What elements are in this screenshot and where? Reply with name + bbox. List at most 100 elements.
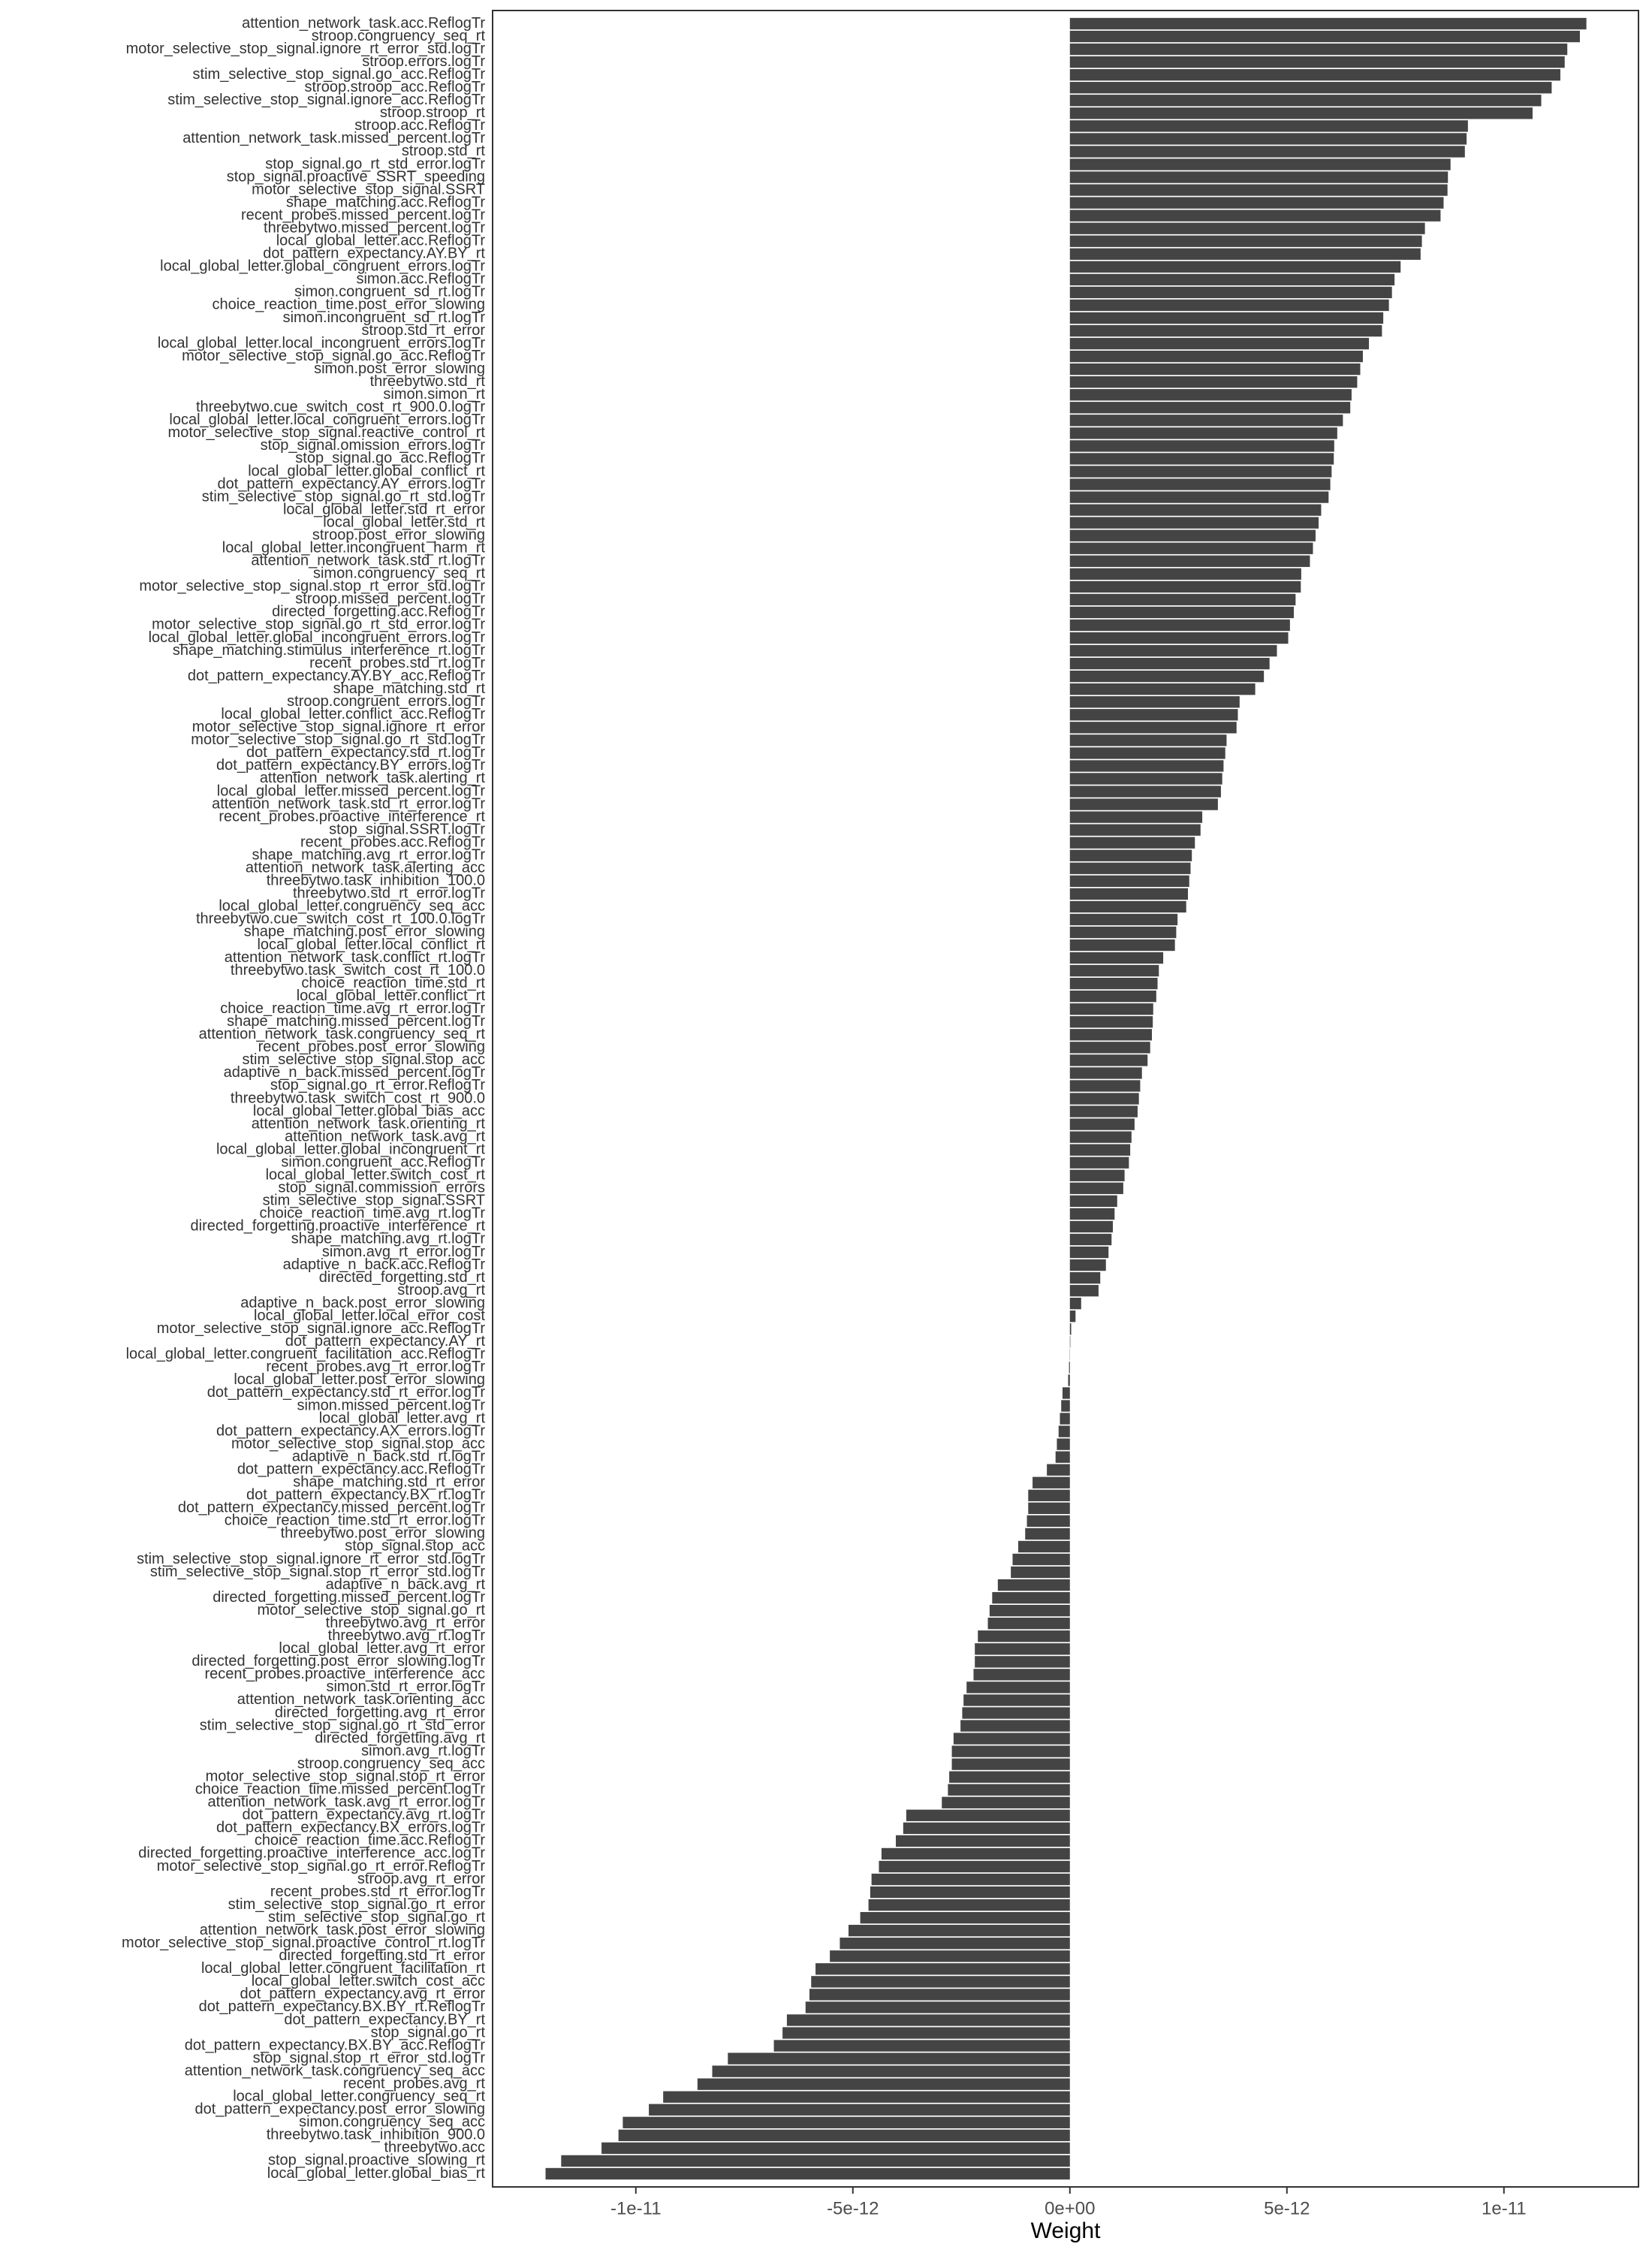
y-tick-label: attention_network_task.avg_rt_error.logT… (208, 1794, 486, 1811)
bar (1012, 1553, 1070, 1566)
y-tick-label: local_global_letter.congruent_facilitati… (126, 1346, 486, 1362)
y-tick-label: dot_pattern_expectancy.BX_errors.logTr (216, 1820, 485, 1836)
y-tick-label: dot_pattern_expectancy.AY_errors.logTr (218, 475, 486, 492)
bar (1069, 171, 1449, 183)
bar (1069, 606, 1295, 619)
y-tick-label: attention_network_task.std_rt.logTr (251, 553, 485, 569)
bar (1069, 1310, 1076, 1323)
bar (973, 1669, 1070, 1681)
y-tick-label: local_global_letter.congruency_seq_rt (233, 2089, 485, 2105)
y-tick-label: motor_selective_stop_signal.go_rt_error.… (157, 1858, 486, 1874)
bar (728, 2052, 1070, 2064)
bar (1069, 1029, 1153, 1041)
bar (1069, 95, 1542, 107)
bar (1069, 542, 1313, 554)
bar (1026, 1515, 1070, 1528)
bar (1062, 1387, 1070, 1399)
bar (1069, 69, 1560, 81)
y-tick-label: stroop.congruency_seq_acc (297, 1755, 485, 1772)
y-tick-label: stim_selective_stop_signal.ignore_acc.Re… (167, 92, 485, 108)
bar (773, 2040, 1070, 2052)
y-tick-label: attention_network_task.congruency_seq_ac… (185, 2062, 485, 2079)
bar (1069, 1195, 1117, 1207)
y-tick-label: local_global_letter.std_rt (323, 514, 485, 530)
bar (1069, 184, 1448, 196)
y-tick-label: stroop.stroop_rt (380, 104, 486, 121)
bar (712, 2065, 1070, 2077)
bar (848, 1925, 1070, 1937)
bar (1069, 43, 1568, 56)
y-tick-label: dot_pattern_expectancy.post_error_slowin… (194, 2101, 485, 2118)
bar (1069, 696, 1240, 708)
bar (1069, 337, 1370, 350)
y-tick-label: stroop.congruent_errors.logTr (287, 693, 485, 710)
bar (1069, 837, 1195, 849)
y-tick-label: attention_network_task.avg_rt (285, 1128, 485, 1145)
y-tick-label: recent_probes.proactive_interference_acc (204, 1666, 485, 1682)
y-tick-label: threebytwo.cue_switch_cost_rt_100.0.logT… (196, 911, 485, 927)
y-tick-label: choice_reaction_time.std_rt_error.logTr (225, 1513, 486, 1529)
y-tick-label: shape_matching.stimulus_interference_rt.… (173, 642, 485, 659)
y-tick-label: directed_forgetting.std_rt_error (279, 1947, 485, 1964)
y-tick-label: stop_signal.commission_errors (278, 1180, 485, 1196)
bar (1069, 504, 1322, 516)
bar (1069, 1105, 1138, 1117)
y-tick-label: motor_selective_stop_signal.ignore_rt_er… (192, 719, 486, 735)
x-tick-label: -5e-12 (827, 2198, 879, 2218)
y-tick-label: stop_signal.go_acc.ReflogTr (295, 450, 485, 466)
y-tick-label: directed_forgetting.std_rt (319, 1269, 486, 1286)
bar (1069, 1284, 1099, 1297)
y-tick-label: dot_pattern_expectancy.AX_errors.logTr (216, 1422, 485, 1439)
bar (1069, 862, 1191, 874)
y-tick-label: attention_network_task.orienting_acc (237, 1691, 485, 1708)
y-tick-label: local_global_letter.global_bias_rt (267, 2165, 486, 2182)
bar (1069, 389, 1352, 401)
bar (1058, 1425, 1070, 1437)
bar (1069, 644, 1277, 657)
y-tick-label: dot_pattern_expectancy.AY.BY_rt (263, 246, 485, 262)
y-tick-label: motor_selective_stop_signal.reactive_con… (168, 424, 486, 441)
y-tick-label: shape_matching.std_rt (333, 680, 486, 697)
y-tick-label: dot_pattern_expectancy.AY_rt (285, 1333, 486, 1350)
y-tick-label: local_global_letter.acc.ReflogTr (276, 233, 486, 249)
bar (1069, 657, 1270, 670)
y-tick-label: motor_selective_stop_signal.stop_acc (231, 1435, 485, 1452)
y-tick-label: simon.congruent_acc.ReflogTr (281, 1154, 485, 1170)
bar (1069, 466, 1332, 478)
bar (1069, 888, 1189, 900)
y-tick-label: stim_selective_stop_signal.stop_rt_error… (150, 1564, 485, 1580)
y-tick-label: adaptive_n_back.avg_rt (326, 1576, 486, 1593)
y-tick-label: adaptive_n_back.std_rt.logTr (292, 1448, 486, 1464)
bar (1069, 261, 1401, 273)
bar (1069, 299, 1389, 312)
bar (1047, 1464, 1070, 1476)
bar (963, 1694, 1070, 1706)
y-tick-label: stroop.congruency_seq_rt (312, 28, 486, 44)
bar (1069, 350, 1363, 363)
bar (1069, 670, 1265, 683)
y-tick-label: threebytwo.task_inhibition_100.0 (267, 873, 485, 889)
bar (840, 1938, 1070, 1950)
y-tick-label: stop_signal.go_rt_error.ReflogTr (270, 1077, 485, 1093)
bar (1069, 722, 1237, 734)
bar (1069, 491, 1329, 503)
bar (949, 1771, 1070, 1783)
bar (1069, 1323, 1072, 1335)
y-tick-label: simon.incongruent_sd_rt.logTr (283, 309, 486, 326)
y-tick-label: stroop.avg_rt_error (357, 1871, 485, 1887)
y-tick-label: shape_matching.avg_rt.logTr (291, 1231, 486, 1247)
y-tick-label: simon.avg_rt.logTr (361, 1742, 485, 1759)
y-tick-label: simon.congruency_seq_rt (313, 566, 485, 582)
y-tick-label: recent_probes.avg_rt (343, 2075, 485, 2092)
bar (1069, 632, 1289, 644)
bar (871, 1873, 1070, 1886)
y-tick-label: threebytwo.task_switch_cost_rt_100.0 (231, 962, 485, 979)
y-tick-label: local_global_letter.switch_cost_acc (252, 1973, 485, 1989)
bar (1069, 1208, 1115, 1220)
bar (1069, 1054, 1148, 1066)
bar (1068, 1374, 1070, 1386)
bar (1069, 427, 1337, 439)
y-tick-label: stop_signal.stop_rt_error_std.logTr (253, 2049, 486, 2066)
y-tick-label: shape_matching.missed_percent.logTr (227, 1013, 485, 1030)
x-tick-label: -1e-11 (610, 2198, 662, 2218)
